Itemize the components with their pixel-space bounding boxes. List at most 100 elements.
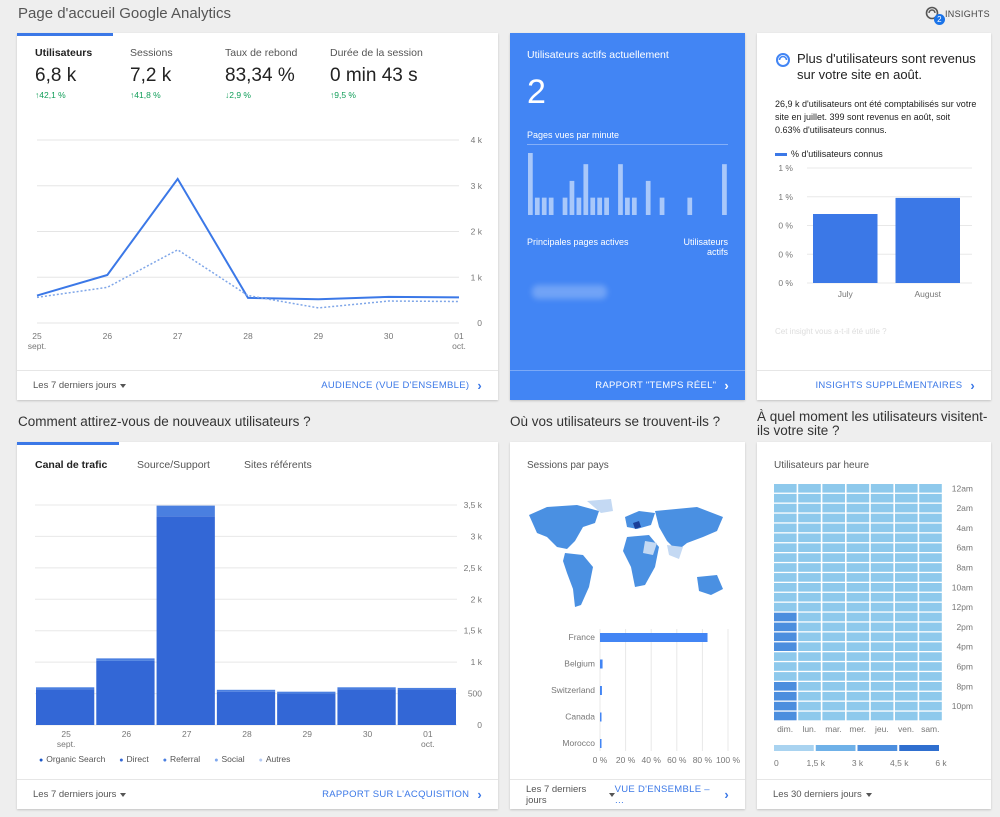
tab-source-medium[interactable]: Source/Support	[137, 459, 210, 471]
heatmap-cell	[774, 583, 797, 592]
heatmap-cell	[895, 711, 918, 721]
pageviews-bar-chart	[528, 153, 727, 215]
insight-headline: Plus d'utilisateurs sont revenus sur vot…	[797, 51, 976, 82]
heatmap-cell	[774, 543, 797, 552]
known-users-bar	[895, 197, 960, 283]
x-tick-sublabel: oct.	[421, 739, 435, 749]
heatmap-cell	[822, 523, 845, 533]
heatmap-cell	[919, 543, 942, 552]
divider	[527, 144, 728, 145]
heatmap-cell	[919, 533, 942, 543]
x-tick-sublabel: oct.	[452, 341, 466, 351]
heatmap-cell	[895, 701, 918, 711]
heatmap-cell	[919, 602, 942, 612]
heatmap-cell	[798, 602, 821, 612]
overview-footer: Les 7 derniers jours AUDIENCE (VUE D'ENS…	[17, 370, 498, 400]
hour-label: 10pm	[952, 701, 973, 711]
heatmap-cell	[895, 533, 918, 543]
world-map[interactable]	[527, 497, 729, 617]
heatmap-cell	[919, 642, 942, 651]
heatmap-cell	[822, 632, 845, 642]
link-label: RAPPORT SUR L'ACQUISITION	[322, 789, 470, 800]
heatmap-cell	[822, 553, 845, 562]
heatmap-cell	[895, 484, 918, 493]
heatmap-cell	[822, 662, 845, 671]
date-range-select[interactable]: Les 7 derniers jours	[33, 789, 127, 800]
heatmap-cell	[870, 592, 894, 602]
time-section-title: À quel moment les utilisateurs visitent-…	[757, 409, 988, 438]
heatmap-cell	[822, 622, 845, 632]
heatmap-cell	[774, 592, 797, 602]
heatmap-cell	[846, 503, 870, 513]
heatmap-cell	[822, 682, 845, 691]
y-tick-label: 1 %	[778, 192, 793, 202]
insight-feedback-question[interactable]: Cet insight vous a-t-il été utile ?	[775, 327, 887, 336]
x-tick-label: 29	[314, 331, 324, 341]
heatmap-cell	[870, 513, 894, 523]
acquisition-legend: Organic Search Direct Referral Social Au…	[39, 754, 290, 764]
metric-session-duration[interactable]: Durée de la session 0 min 43 s ↑9,5 %	[330, 47, 423, 100]
y-tick-label: 2 k	[471, 227, 483, 237]
heatmap-cell	[895, 652, 918, 661]
heatmap-cell	[919, 493, 942, 503]
legend-social: Social	[214, 754, 244, 764]
chevron-right-icon: ›	[970, 378, 975, 393]
date-range-select[interactable]: Les 7 derniers jours	[33, 380, 127, 391]
heatmap-cell	[774, 711, 797, 721]
date-range-select[interactable]: Les 7 derniers jours	[526, 784, 615, 806]
metric-sessions[interactable]: Sessions 7,2 k ↑41,8 %	[130, 47, 173, 100]
tab-traffic-channel[interactable]: Canal de trafic	[35, 459, 108, 471]
pageview-bar	[687, 197, 693, 215]
heatmap-cell	[846, 553, 870, 562]
heatmap-cell	[846, 533, 870, 543]
legend-swatch	[774, 745, 814, 751]
x-tick-label: August	[915, 289, 942, 299]
audience-overview-link[interactable]: AUDIENCE (VUE D'ENSEMBLE) ›	[321, 378, 482, 393]
bar-segment-referral	[397, 687, 456, 690]
x-tick-label: 30	[384, 331, 394, 341]
date-range-label: Les 7 derniers jours	[33, 789, 117, 800]
chevron-right-icon: ›	[477, 787, 482, 802]
x-tick-label: 27	[173, 331, 183, 341]
heatmap-cell	[822, 691, 845, 701]
heatmap-cell	[870, 602, 894, 612]
heatmap-cell	[798, 563, 821, 572]
tab-referrals[interactable]: Sites référents	[244, 459, 312, 471]
geo-overview-link[interactable]: VUE D'ENSEMBLE – … ›	[615, 784, 729, 806]
bar-segment-referral	[96, 658, 155, 661]
x-tick-label: 30	[363, 729, 373, 739]
insights-button[interactable]: 2 INSIGHTS	[925, 6, 990, 25]
metric-bounce-rate[interactable]: Taux de rebond 83,34 % ↓2,9 %	[225, 47, 297, 100]
chevron-right-icon: ›	[724, 787, 729, 802]
x-tick-label: 01	[454, 331, 464, 341]
y-tick-label: 0 %	[778, 278, 793, 288]
bar-segment-referral	[156, 505, 215, 517]
heatmap-cell	[798, 513, 821, 523]
realtime-report-link[interactable]: RAPPORT "TEMPS RÉEL" ›	[595, 378, 729, 393]
heatmap-cell	[919, 632, 942, 642]
pageview-bar	[583, 164, 589, 215]
heatmap-cell	[919, 484, 942, 493]
chevron-right-icon: ›	[477, 378, 482, 393]
heatmap-cell	[870, 563, 894, 572]
y-tick-label: 1 k	[471, 272, 483, 282]
metric-users[interactable]: Utilisateurs 6,8 k ↑42,1 %	[35, 47, 92, 100]
sessions-by-country-title: Sessions par pays	[527, 460, 609, 471]
heatmap-cell	[846, 573, 870, 582]
legend-swatch	[775, 152, 787, 156]
heatmap-cell	[774, 701, 797, 711]
date-range-select[interactable]: Les 30 derniers jours	[773, 789, 872, 800]
metric-value: 0 min 43 s	[330, 65, 418, 86]
hour-label: 10am	[952, 582, 973, 592]
heatmap-cell	[919, 523, 942, 533]
acquisition-report-link[interactable]: RAPPORT SUR L'ACQUISITION ›	[322, 787, 482, 802]
heatmap-cell	[822, 503, 845, 513]
bar-segment-direct	[216, 691, 276, 725]
more-insights-link[interactable]: INSIGHTS SUPPLÉMENTAIRES ›	[815, 378, 975, 393]
pageview-bar	[548, 197, 554, 215]
heatmap-cell	[774, 691, 797, 701]
heatmap-cell	[895, 642, 918, 651]
day-label: jeu.	[874, 724, 889, 734]
users-by-hour-heatmap: 12am 2am 4am 6am 8am 10am 12pm 2pm 4pm 6pm 8pm 10pm…	[774, 483, 973, 768]
